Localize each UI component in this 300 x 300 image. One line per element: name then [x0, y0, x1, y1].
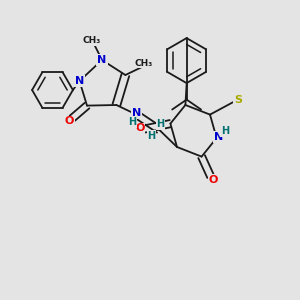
Text: CH₃: CH₃	[83, 36, 101, 45]
Text: N: N	[75, 76, 84, 86]
Text: O: O	[135, 123, 145, 134]
Text: N: N	[214, 132, 224, 142]
Text: O: O	[209, 175, 218, 185]
Text: CH₃: CH₃	[135, 58, 153, 68]
Text: H: H	[128, 117, 137, 128]
Text: N: N	[132, 108, 141, 118]
Text: O: O	[64, 116, 74, 127]
Text: N: N	[98, 55, 106, 65]
Text: H: H	[147, 131, 156, 141]
Text: S: S	[234, 95, 242, 105]
Text: H: H	[221, 126, 229, 136]
Text: H: H	[156, 119, 165, 129]
